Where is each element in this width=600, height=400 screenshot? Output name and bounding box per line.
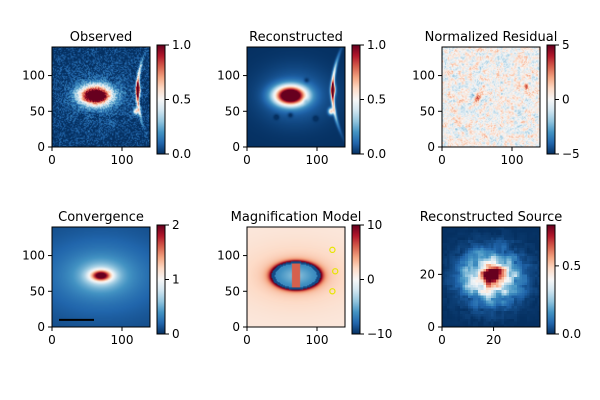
colorbar-tick-label: 0 (562, 93, 570, 107)
colorbar (547, 45, 555, 154)
panel-title: Reconstructed Source (420, 210, 563, 225)
colorbar-tick-label: 1.0 (367, 38, 386, 52)
panel-title: Magnification Model (231, 210, 362, 225)
heatmap-image (247, 227, 345, 327)
heatmap-image (52, 227, 150, 327)
colorbar (157, 225, 165, 334)
colorbar-tick-label: 0.0 (367, 147, 386, 161)
axes-frame (51, 226, 151, 328)
panel-title: Reconstructed (249, 30, 343, 45)
x-tick-label: 0 (243, 333, 251, 347)
colorbar (352, 45, 360, 154)
y-tick-label: 0 (232, 140, 240, 154)
colorbar (157, 45, 165, 154)
panel-title: Normalized Residual (425, 30, 558, 45)
y-tick-label: 0 (232, 320, 240, 334)
axes-frame (246, 226, 346, 328)
y-tick-label: 50 (420, 104, 435, 118)
panel-magnification: 0 100 0 50 100 Magnification Model −10 0 10 (217, 210, 392, 347)
x-tick-label: 100 (111, 333, 134, 347)
y-tick-label: 50 (30, 104, 45, 118)
x-tick-label: 100 (306, 153, 329, 167)
x-tick-label: 100 (111, 153, 134, 167)
y-tick-label: 100 (412, 69, 435, 83)
y-tick-label: 100 (217, 249, 240, 263)
y-tick-label: 50 (225, 104, 240, 118)
x-tick-label: 100 (501, 153, 524, 167)
y-tick-label: 0 (427, 320, 435, 334)
y-tick-label: 0 (427, 140, 435, 154)
axes-frame (441, 46, 541, 148)
colorbar-tick-label: 0 (172, 327, 180, 341)
image-position-marker (329, 288, 336, 295)
colorbar-tick-label: 0.5 (367, 93, 386, 107)
y-tick-label: 50 (225, 284, 240, 298)
colorbar-tick-label: 1.0 (172, 38, 191, 52)
panel-residual: 0 100 0 50 100 Normalized Residual −5 0 5 (412, 30, 580, 167)
x-tick-label: 100 (306, 333, 329, 347)
image-position-marker (332, 268, 339, 275)
heatmap-image (442, 47, 540, 147)
y-tick-label: 100 (217, 69, 240, 83)
colorbar (547, 225, 555, 334)
panel-observed: 0 100 0 50 100 Observed 0.0 0.5 1.0 (22, 30, 191, 167)
y-tick-label: 50 (30, 284, 45, 298)
colorbar-frame (546, 224, 556, 335)
image-position-marker (329, 246, 336, 254)
y-tick-label: 20 (420, 267, 435, 281)
colorbar-tick-label: 0.0 (172, 147, 191, 161)
colorbar-tick-label: 10 (367, 218, 382, 232)
x-tick-label: 0 (243, 153, 251, 167)
x-tick-label: 0 (48, 333, 56, 347)
x-tick-label: 0 (438, 153, 446, 167)
heatmap-image (52, 47, 150, 147)
colorbar (352, 225, 360, 334)
panel-title: Convergence (58, 210, 144, 225)
axes-frame (441, 226, 541, 328)
colorbar-tick-label: 2 (172, 218, 180, 232)
panel-convergence: 0 100 0 50 100 Convergence 0 1 2 (22, 210, 180, 347)
colorbar-tick-label: −5 (562, 147, 580, 161)
colorbar-tick-label: 5 (562, 38, 570, 52)
x-tick-label: 0 (438, 333, 446, 347)
colorbar-tick-label: 0.5 (172, 93, 191, 107)
panel-source: 0 20 0 20 Reconstructed Source 0.0 0.5 (420, 210, 581, 347)
y-tick-label: 0 (37, 320, 45, 334)
axes-frame (246, 46, 346, 148)
y-tick-label: 100 (22, 69, 45, 83)
colorbar-tick-label: 0 (367, 273, 375, 287)
panel-title: Observed (70, 30, 133, 45)
colorbar-tick-label: 1 (172, 273, 180, 287)
y-tick-label: 0 (37, 140, 45, 154)
y-tick-label: 100 (22, 249, 45, 263)
heatmap-image (442, 227, 540, 327)
colorbar-tick-label: 0.0 (562, 327, 581, 341)
heatmap-image (247, 47, 345, 147)
colorbar-tick-label: 0.5 (562, 259, 581, 273)
colorbar-tick-label: −10 (367, 327, 392, 341)
axes-frame (51, 46, 151, 148)
x-tick-label: 0 (48, 153, 56, 167)
panel-reconstructed: 0 100 0 50 100 Reconstructed 0.0 0.5 1.0 (217, 30, 386, 167)
x-tick-label: 20 (486, 333, 501, 347)
